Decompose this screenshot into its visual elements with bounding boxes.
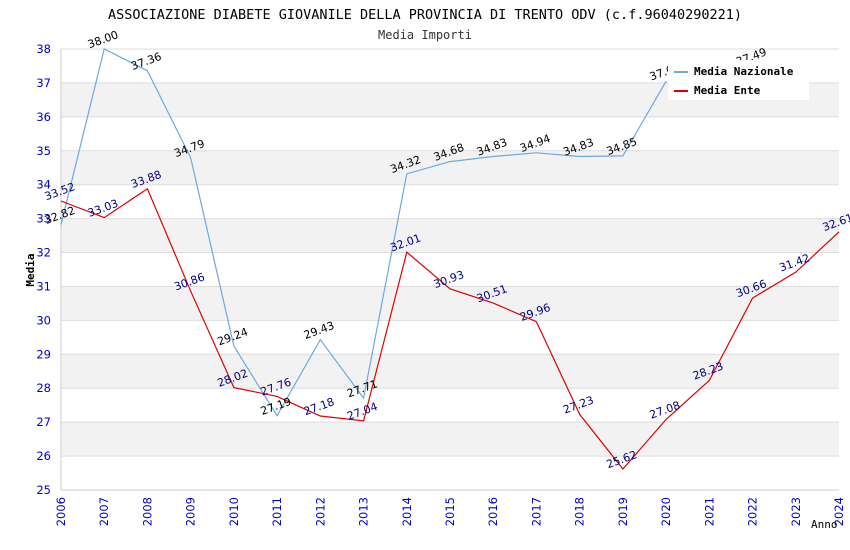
y-tick-label: 30 [36,313,51,327]
y-tick-label: 26 [36,449,51,463]
x-tick-label: 2019 [616,497,630,526]
chart-subtitle: Media Importi [378,28,472,42]
y-axis-ticks: 25 26 27 28 29 30 31 32 33 34 35 36 37 38 [36,42,51,497]
y-tick-label: 37 [36,76,51,90]
grid-band [61,354,839,389]
data-label: 38.00 [86,28,120,51]
x-tick-label: 2013 [357,497,371,526]
x-tick-label: 2023 [789,497,803,526]
x-tick-label: 2006 [54,497,68,526]
x-tick-label: 2018 [573,497,587,526]
y-tick-label: 28 [36,381,51,395]
plot-area [61,49,839,490]
x-axis-label: Anno [811,518,838,531]
y-tick-label: 31 [36,279,51,293]
x-tick-label: 2014 [400,497,414,526]
x-tick-label: 2007 [97,497,111,526]
legend-label-ente: Media Ente [694,84,761,97]
y-tick-label: 25 [36,483,51,497]
legend-label-nazionale: Media Nazionale [694,65,794,78]
series-lines [60,49,840,470]
grid-lines [61,48,839,491]
y-tick-label: 27 [36,415,51,429]
y-tick-label: 32 [36,246,51,260]
grid-band [61,422,839,457]
axes [60,49,839,491]
x-tick-label: 2011 [270,497,284,526]
y-tick-label: 29 [36,347,51,361]
grid-band [61,150,839,185]
x-tick-label: 2012 [313,497,327,526]
x-tick-label: 2010 [227,497,241,526]
x-tick-label: 2021 [702,497,716,526]
series-line-ente [60,187,840,470]
y-tick-label: 34 [36,178,51,192]
x-tick-label: 2020 [659,497,673,526]
x-tick-label: 2016 [486,497,500,526]
x-tick-label: 2009 [184,497,198,526]
y-axis-label: Media [24,253,37,286]
legend: Media Nazionale Media Ente [668,60,809,100]
x-tick-label: 2017 [529,497,543,526]
grid-band [61,218,839,253]
y-tick-label: 36 [36,110,51,124]
x-tick-label: 2024 [832,497,846,526]
x-axis-ticks: 2006 2007 2008 2009 2010 2011 2012 2013 2014 2015… [54,497,846,526]
y-tick-label: 38 [36,42,51,56]
x-tick-label: 2015 [443,497,457,526]
y-tick-label: 33 [36,212,51,226]
chart-title: ASSOCIAZIONE DIABETE GIOVANILE DELLA PRO… [108,7,742,23]
legend-box [668,60,809,100]
x-tick-label: 2022 [746,497,760,526]
x-tick-label: 2008 [140,497,154,526]
y-tick-label: 35 [36,144,51,158]
plot-background [61,49,839,490]
